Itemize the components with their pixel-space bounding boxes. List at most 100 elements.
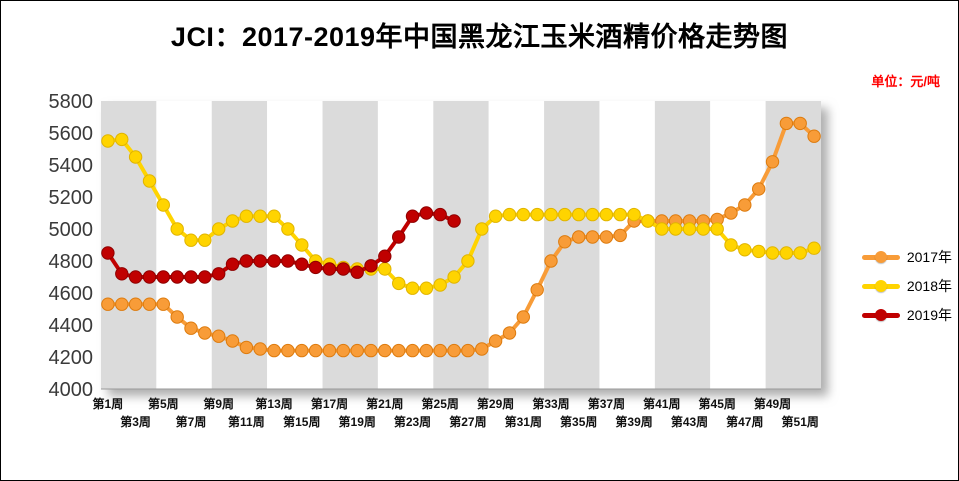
series-marker-2018年	[530, 207, 544, 222]
series-marker-2018年	[198, 233, 212, 247]
bg-stripe	[322, 101, 378, 389]
series-marker-2017年	[765, 155, 780, 169]
series-marker-2018年	[170, 222, 184, 236]
series-marker-2019年	[212, 267, 226, 281]
series-marker-2018年	[405, 281, 420, 295]
series-marker-2018年	[295, 238, 309, 252]
x-tick-label: 第37周	[588, 396, 625, 411]
series-marker-2017年	[184, 321, 198, 335]
legend: 2017年 2018年 2019年	[861, 247, 952, 325]
y-tick-label: 5400	[49, 155, 94, 177]
price-trend-chart: 4000 4200 4400 4600 4800 5000 5200 5400 5600 5800…	[49, 91, 821, 429]
y-tick-label: 4000	[49, 379, 94, 401]
series-marker-2017年	[336, 343, 350, 358]
series-marker-2019年	[239, 254, 254, 268]
y-tick-label: 5600	[49, 123, 94, 145]
series-marker-2019年	[184, 270, 198, 284]
series-marker-2017年	[405, 343, 420, 358]
y-tick-label: 4800	[49, 251, 94, 273]
series-marker-2018年	[212, 222, 226, 236]
series-marker-2019年	[281, 254, 295, 268]
series-marker-2017年	[392, 343, 406, 358]
series-marker-2018年	[253, 209, 267, 223]
series-marker-2017年	[447, 343, 461, 358]
bg-stripe	[599, 101, 655, 389]
series-marker-2017年	[724, 206, 738, 220]
x-tick-label: 第13周	[255, 396, 292, 411]
series-marker-2017年	[308, 343, 323, 358]
series-marker-2017年	[225, 334, 240, 348]
series-marker-2019年	[295, 257, 309, 271]
x-tick-label: 第5周	[148, 396, 179, 411]
series-marker-2017年	[488, 334, 503, 348]
series-marker-2017年	[212, 329, 226, 343]
bg-stripe	[544, 101, 600, 389]
series-line-2017年	[105, 121, 817, 353]
legend-item-2019: 2019年	[861, 305, 952, 325]
series-marker-2018年	[101, 134, 115, 148]
series-marker-2019年	[433, 207, 447, 222]
series-marker-2018年	[502, 207, 517, 222]
series-marker-2018年	[599, 207, 614, 222]
series-marker-2017年	[267, 343, 281, 358]
series-marker-2019年	[156, 270, 171, 284]
series-marker-2019年	[350, 265, 364, 279]
series-marker-2019年	[142, 270, 157, 284]
series-marker-2019年	[253, 254, 267, 268]
series-marker-2018年	[752, 244, 766, 259]
series-marker-2018年	[156, 198, 171, 212]
series-marker-2018年	[710, 222, 724, 236]
series-marker-2017年	[419, 343, 434, 358]
legend-item-2017: 2017年	[861, 247, 952, 267]
series-marker-2017年	[752, 182, 766, 196]
series-marker-2019年	[419, 206, 434, 220]
chart-title: JCI：2017-2019年中国黑龙江玉米酒精价格走势图	[170, 22, 789, 52]
series-marker-2019年	[378, 249, 392, 263]
series-marker-2018年	[765, 246, 780, 260]
x-tick-label: 第45周	[699, 396, 736, 411]
series-marker-2017年	[142, 297, 157, 311]
series-marker-2018年	[696, 222, 710, 236]
series-marker-2018年	[807, 241, 821, 255]
series-marker-2017年	[239, 340, 254, 355]
series-marker-2018年	[627, 207, 641, 222]
x-tick-label: 第41周	[643, 396, 680, 411]
series-marker-2017年	[170, 310, 184, 324]
x-tick-label: 第7周	[176, 414, 207, 429]
bg-stripe	[267, 101, 323, 389]
x-tick-label: 第39周	[615, 414, 652, 429]
series-marker-2017年	[516, 310, 530, 324]
series-marker-2017年	[572, 230, 586, 244]
series-marker-2019年	[308, 260, 323, 275]
legend-swatch-2018-icon	[861, 283, 900, 289]
legend-label-2019: 2019年	[906, 307, 952, 323]
x-tick-label: 第43周	[671, 414, 708, 429]
series-marker-2017年	[599, 230, 614, 244]
legend-label-2017: 2017年	[906, 249, 952, 265]
series-marker-2017年	[364, 343, 378, 358]
x-tick-label: 第49周	[754, 396, 791, 411]
bg-stripe	[710, 101, 766, 389]
x-tick-label: 第51周	[782, 414, 819, 429]
series-marker-2017年	[613, 228, 627, 243]
series-marker-2018年	[184, 233, 198, 247]
series-marker-2019年	[101, 246, 115, 260]
series-marker-2017年	[807, 129, 821, 143]
series-marker-2018年	[793, 246, 807, 260]
legend-swatch-2017-icon	[861, 254, 900, 260]
series-marker-2018年	[239, 209, 254, 223]
series-marker-2017年	[378, 343, 392, 358]
y-tick-label: 5200	[49, 187, 94, 209]
x-tick-label: 第19周	[339, 414, 376, 429]
legend-item-2018: 2018年	[861, 276, 952, 296]
series-marker-2017年	[115, 297, 129, 311]
series-marker-2018年	[447, 270, 461, 284]
series-marker-2017年	[101, 297, 115, 311]
series-marker-2018年	[475, 222, 489, 236]
series-marker-2018年	[585, 207, 600, 222]
series-marker-2019年	[267, 254, 281, 268]
y-tick-label: 5800	[49, 91, 94, 113]
series-marker-2017年	[475, 342, 489, 356]
series-marker-2017年	[198, 326, 212, 340]
series-marker-2018年	[488, 209, 503, 223]
